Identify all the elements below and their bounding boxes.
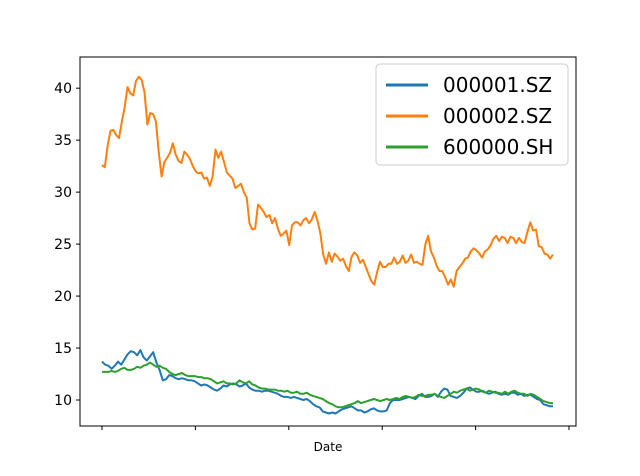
watermark-text: 雪球：Tushare挖地兔	[440, 447, 608, 467]
legend-label: 000001.SZ	[443, 73, 552, 97]
y-tick-label: 40	[54, 81, 72, 97]
x-axis	[101, 426, 570, 430]
series-line-600000-sh	[102, 361, 553, 409]
y-tick-label: 20	[54, 289, 72, 305]
y-tick-label: 30	[54, 185, 72, 201]
y-tick-label: 10	[54, 393, 72, 409]
snowball-logo-icon	[416, 447, 434, 465]
watermark: 雪球：Tushare挖地兔	[416, 447, 608, 467]
y-tick-label: 25	[54, 237, 72, 253]
legend-label: 600000.SH	[443, 135, 553, 159]
legend-box	[375, 63, 569, 166]
series-layer	[101, 75, 554, 415]
series-line-000002-sz	[101, 75, 554, 288]
y-axis: 10 15 20 25 30 35 40	[54, 81, 80, 409]
legend-label: 000002.SZ	[443, 104, 552, 128]
series-line-000001-sz	[101, 349, 553, 415]
y-tick-label: 15	[54, 341, 72, 357]
y-tick-label: 35	[54, 133, 72, 149]
legend: 000001.SZ 000002.SZ 600000.SH	[375, 63, 569, 166]
x-axis-title: Date	[314, 440, 343, 454]
